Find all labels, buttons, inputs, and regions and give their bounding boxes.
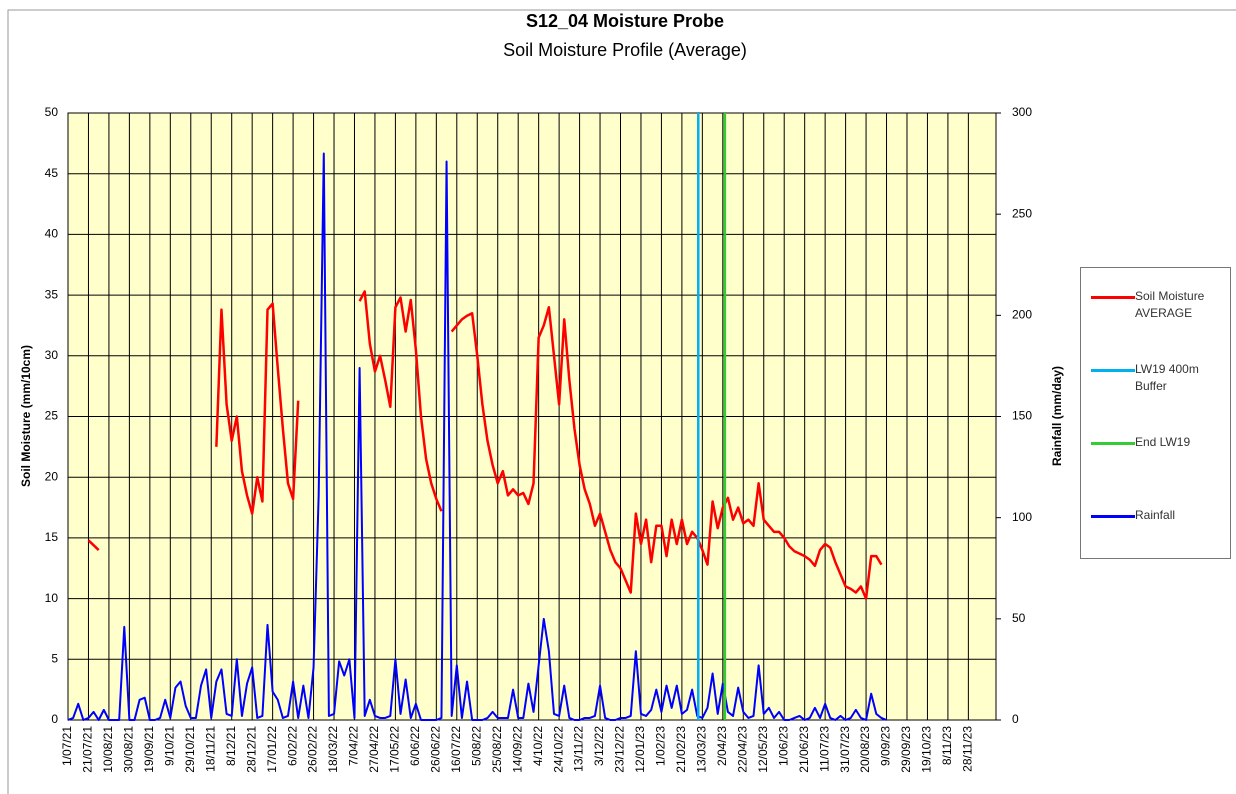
- x-tick-label: 10/08/21: [101, 726, 115, 773]
- x-tick-label: 20/08/23: [858, 726, 872, 773]
- y-tick-label: 50: [45, 105, 59, 119]
- x-tick-label: 23/12/22: [613, 726, 627, 773]
- x-tick-label: 28/11/23: [961, 726, 975, 772]
- chart-subtitle: Soil Moisture Profile (Average): [503, 40, 747, 60]
- y-tick-label: 0: [51, 712, 58, 726]
- series-line: [87, 290, 883, 600]
- x-tick-label: 17/01/22: [265, 726, 279, 773]
- x-tick-label: 21/07/21: [81, 726, 95, 773]
- y2-tick-label: 200: [1012, 308, 1032, 322]
- x-tick-label: 1/07/21: [60, 726, 74, 766]
- x-tick-label: 2/04/23: [715, 726, 729, 766]
- x-tick-label: 28/12/21: [244, 726, 258, 773]
- x-tick-label: 13/03/23: [695, 726, 709, 773]
- x-tick-label: 14/09/22: [510, 726, 524, 773]
- x-tick-label: 13/11/22: [572, 726, 586, 772]
- x-tick-label: 18/11/21: [203, 726, 217, 772]
- legend-item: Rainfall: [1091, 508, 1223, 524]
- x-tick-label: 7/04/22: [347, 726, 361, 766]
- x-tick-label: 12/05/23: [756, 726, 770, 773]
- x-tick-label: 6/02/22: [285, 726, 299, 766]
- x-tick-label: 21/06/23: [797, 726, 811, 773]
- x-tick-label: 3/12/22: [592, 726, 606, 766]
- legend-label: Soil Moisture AVERAGE: [1135, 289, 1205, 320]
- legend-label: Rainfall: [1135, 508, 1176, 522]
- y-axis-label: Soil Moisture (mm/10cm): [19, 345, 33, 487]
- x-tick-label: 5/08/22: [469, 726, 483, 766]
- x-tick-label: 31/07/23: [838, 726, 852, 773]
- y-tick-label: 25: [45, 409, 59, 423]
- y-tick-label: 15: [45, 530, 59, 544]
- legend-label: End LW19: [1135, 435, 1191, 449]
- x-tick-label: 21/02/23: [674, 726, 688, 773]
- y2-tick-label: 150: [1012, 409, 1032, 423]
- x-tick-label: 29/09/23: [899, 726, 913, 773]
- legend-swatch: [1091, 296, 1135, 299]
- y-tick-label: 35: [45, 287, 59, 301]
- x-tick-label: 27/04/22: [367, 726, 381, 773]
- x-tick-label: 25/08/22: [490, 726, 504, 773]
- x-tick-label: 29/10/21: [183, 726, 197, 773]
- y-tick-label: 10: [45, 591, 59, 605]
- x-tick-label: 4/10/22: [531, 726, 545, 766]
- legend-swatch: [1091, 515, 1135, 518]
- x-tick-label: 18/03/22: [326, 726, 340, 773]
- legend-swatch: [1091, 442, 1135, 445]
- x-tick-label: 16/07/22: [449, 726, 463, 773]
- x-tick-label: 19/10/23: [920, 726, 934, 773]
- y2-axis-label: Rainfall (mm/day): [1050, 366, 1064, 466]
- x-tick-label: 19/09/21: [142, 726, 156, 773]
- y2-tick-label: 100: [1012, 510, 1032, 524]
- x-tick-label: 30/08/21: [122, 726, 136, 773]
- y-tick-label: 30: [45, 348, 59, 362]
- y2-tick-label: 0: [1012, 712, 1019, 726]
- x-tick-label: 8/12/21: [224, 726, 238, 766]
- y-tick-label: 40: [45, 227, 59, 241]
- x-tick-label: 8/11/23: [940, 726, 954, 765]
- legend-label: LW19 400m Buffer: [1135, 362, 1199, 393]
- y2-tick-label: 250: [1012, 206, 1032, 220]
- x-tick-label: 26/02/22: [306, 726, 320, 773]
- y2-tick-label: 300: [1012, 105, 1032, 119]
- x-tick-label: 1/02/23: [654, 726, 668, 766]
- x-tick-label: 6/06/22: [408, 726, 422, 766]
- y-tick-label: 5: [51, 651, 58, 665]
- legend-item: Soil Moisture AVERAGE: [1091, 289, 1223, 322]
- x-tick-label: 12/01/23: [633, 726, 647, 773]
- x-tick-label: 24/10/22: [551, 726, 565, 773]
- x-tick-label: 22/04/23: [735, 726, 749, 773]
- x-tick-label: 26/06/22: [429, 726, 443, 773]
- x-tick-label: 17/05/22: [388, 726, 402, 773]
- legend: Soil Moisture AVERAGE LW19 400m Buffer End…: [1080, 267, 1231, 559]
- frame: [7, 9, 1236, 794]
- x-tick-label: 9/10/21: [162, 726, 176, 766]
- legend-swatch: [1091, 369, 1135, 372]
- x-tick-label: 11/07/23: [817, 726, 831, 772]
- legend-item: End LW19: [1091, 435, 1223, 451]
- x-tick-label: 1/06/23: [776, 726, 790, 766]
- series-line: [67, 152, 887, 721]
- y2-tick-label: 50: [1012, 611, 1026, 625]
- legend-item: LW19 400m Buffer: [1091, 362, 1223, 395]
- y-tick-label: 20: [45, 469, 59, 483]
- x-tick-label: 9/09/23: [879, 726, 893, 766]
- chart-title: S12_04 Moisture Probe: [526, 11, 724, 31]
- y-tick-label: 45: [45, 166, 59, 180]
